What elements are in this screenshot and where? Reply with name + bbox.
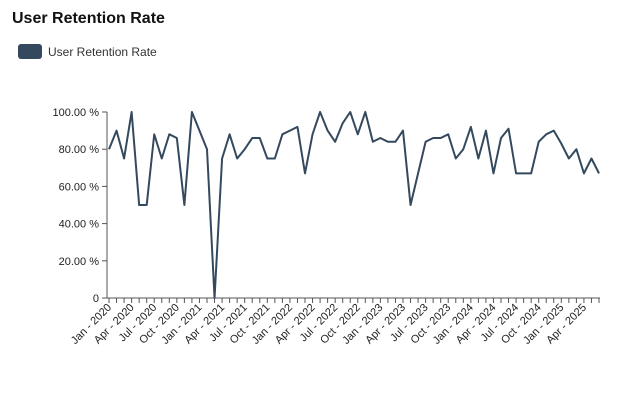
y-tick-label: 20.00 % bbox=[59, 256, 100, 268]
y-tick-label: 40.00 % bbox=[59, 219, 100, 231]
y-tick-label: 80.00 % bbox=[59, 144, 100, 156]
chart-legend[interactable]: User Retention Rate bbox=[18, 44, 157, 59]
series-line-user-retention-rate bbox=[108, 111, 600, 299]
y-tick-label: 0 bbox=[93, 293, 99, 305]
chart-title: User Retention Rate bbox=[12, 10, 165, 27]
y-tick-label: 100.00 % bbox=[53, 107, 100, 119]
y-tick-label: 60.00 % bbox=[59, 181, 100, 193]
legend-swatch bbox=[18, 44, 42, 59]
legend-label: User Retention Rate bbox=[48, 44, 157, 59]
